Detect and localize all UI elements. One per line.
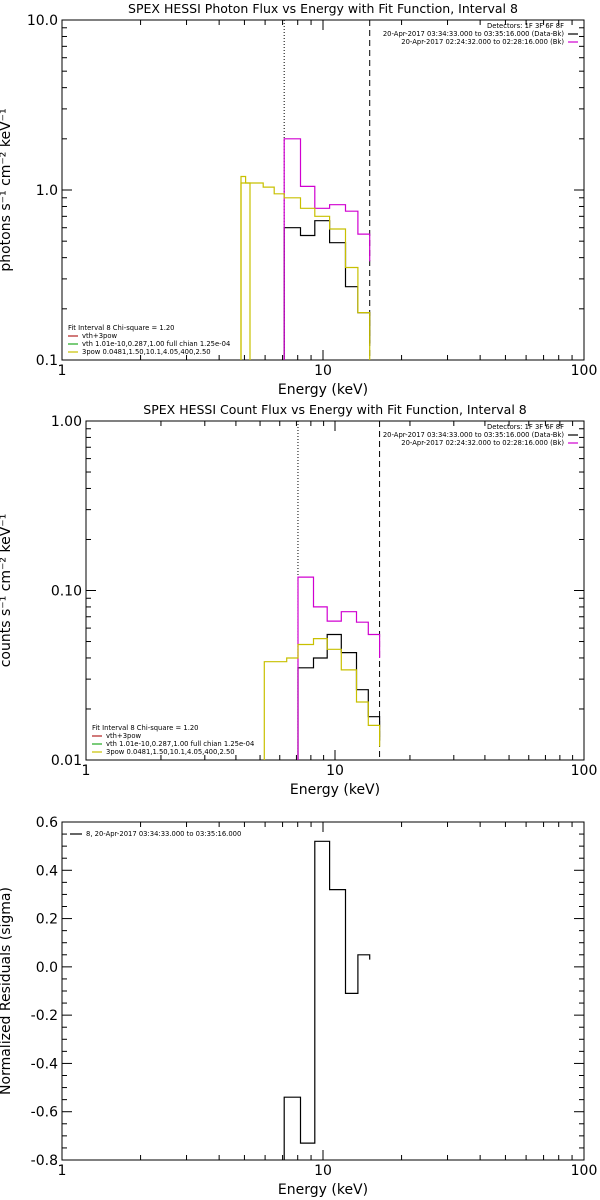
y-tick-label: 0.4: [36, 863, 58, 879]
legend-entry: 20-Apr-2017 02:24:32.000 to 02:28:16.000…: [401, 38, 564, 46]
fit-legend-entry: vth+3pow: [82, 332, 117, 340]
x-axis-label: Energy (keV): [278, 382, 368, 398]
histogram-series-0: [297, 633, 381, 760]
y-axis-label: photons s⁻¹ cm⁻² keV⁻¹: [0, 108, 14, 271]
chart-title: SPEX HESSI Count Flux vs Energy with Fit…: [143, 402, 526, 417]
y-tick-label: 0.6: [36, 815, 58, 831]
x-tick-label: 100: [571, 763, 598, 779]
x-tick-label: 1: [58, 363, 67, 379]
histogram-series-1: [283, 138, 371, 360]
chart-title: SPEX HESSI Photon Flux vs Energy with Fi…: [128, 1, 518, 16]
y-tick-label: 0.1: [36, 353, 58, 369]
legend-entry: 20-Apr-2017 02:24:32.000 to 02:28:16.000…: [401, 439, 564, 447]
fit-legend-entry: 3pow 0.0481,1.50,10.1,4.05,400,2.50: [82, 348, 211, 356]
x-tick-label: 10: [314, 1163, 332, 1179]
fit-legend-entry: vth 1.01e-10,0.287,1.00 full chian 1.25e…: [82, 340, 230, 348]
fit-legend-entry: vth+3pow: [106, 732, 141, 740]
residuals-panel: 1 10 100 -0.8 -0.6 -0.4 -0.2 0.0 0.2 0.4 0.6 Energy…: [0, 815, 597, 1198]
y-tick-label: -0.2: [31, 1008, 58, 1024]
fit-legend-entry: 3pow 0.0481,1.50,10.1,4.05,400,2.50: [106, 748, 235, 756]
count-flux-panel: SPEX HESSI Count Flux vs Energy with Fit…: [0, 402, 597, 798]
y-axis-label: counts s⁻¹ cm⁻² keV⁻¹: [0, 514, 14, 668]
fit-legend-entry: Fit Interval 8 Chi-square = 1.20: [68, 324, 175, 332]
histogram-series-2: [240, 182, 371, 360]
legend-entry: 20-Apr-2017 03:34:33.000 to 03:35:16.000…: [383, 30, 565, 38]
y-tick-label: -0.6: [31, 1105, 58, 1121]
y-tick-label: 10.0: [27, 13, 58, 29]
plot-frame: [85, 420, 585, 761]
x-tick-label: 100: [571, 1163, 598, 1179]
legend-entry: Detectors: 1F 3F 6F 8F: [487, 423, 564, 431]
histogram-series-0: [283, 840, 371, 1160]
x-tick-label: 100: [571, 363, 598, 379]
x-axis-label: Energy (keV): [278, 1182, 368, 1198]
y-axis-label: Normalized Residuals (sigma): [0, 887, 14, 1095]
y-tick-label: 0.2: [36, 912, 58, 928]
x-tick-label: 1: [58, 1163, 67, 1179]
x-tick-label: 1: [82, 763, 91, 779]
histogram-series-1: [297, 576, 381, 760]
y-tick-label: -0.4: [31, 1056, 58, 1072]
y-tick-label: 1.0: [36, 183, 58, 199]
legend-entry: 20-Apr-2017 03:34:33.000 to 03:35:16.000…: [383, 431, 565, 439]
fit-legend-entry: Fit Interval 8 Chi-square = 1.20: [92, 724, 199, 732]
histogram-series-3: [240, 175, 251, 360]
x-tick-label: 10: [326, 763, 344, 779]
y-tick-label: 0.10: [51, 584, 82, 600]
y-tick-label: 1.00: [51, 414, 82, 430]
y-tick-label: -0.8: [31, 1153, 58, 1169]
histogram-series-2: [263, 638, 381, 760]
x-axis-label: Energy (keV): [290, 782, 380, 798]
y-tick-label: 0.0: [36, 960, 58, 976]
photon-flux-panel: SPEX HESSI Photon Flux vs Energy with Fi…: [0, 1, 597, 398]
y-tick-label: 0.01: [51, 753, 82, 769]
legend-entry: Detectors: 1F 3F 6F 8F: [487, 22, 564, 30]
fit-legend-entry: vth 1.01e-10,0.287,1.00 full chian 1.25e…: [106, 740, 254, 748]
plot-frame: [61, 821, 585, 1161]
histogram-series-0: [283, 220, 371, 360]
legend-entry: 8, 20-Apr-2017 03:34:33.000 to 03:35:16.…: [86, 830, 241, 838]
plot-frame: [61, 19, 585, 361]
x-tick-label: 10: [314, 363, 332, 379]
